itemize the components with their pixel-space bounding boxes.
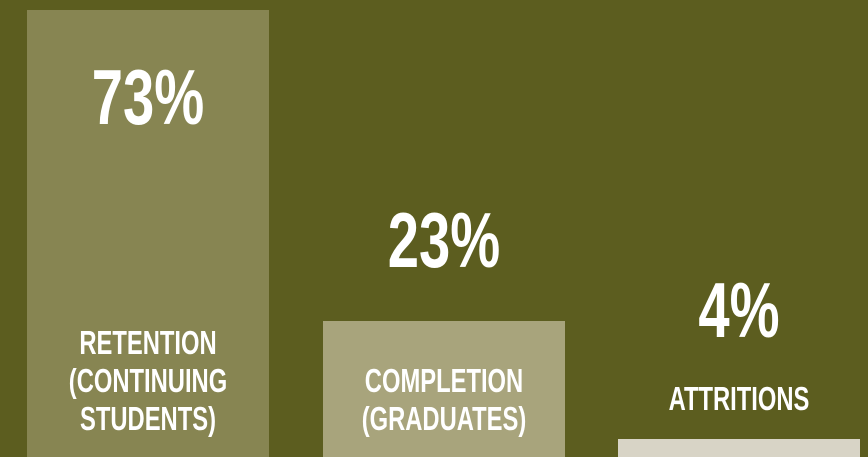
bar	[27, 9, 269, 457]
category-label: COMPLETION (GRADUATES)	[361, 362, 526, 437]
category-label: ATTRITIONS	[668, 380, 810, 417]
bar	[618, 439, 860, 457]
value-label: 4%	[698, 266, 780, 354]
bar	[322, 320, 565, 457]
category-label: RETENTION (CONTINUING STUDENTS)	[68, 324, 228, 437]
value-label: 73%	[91, 53, 205, 141]
value-label: 23%	[387, 196, 500, 284]
